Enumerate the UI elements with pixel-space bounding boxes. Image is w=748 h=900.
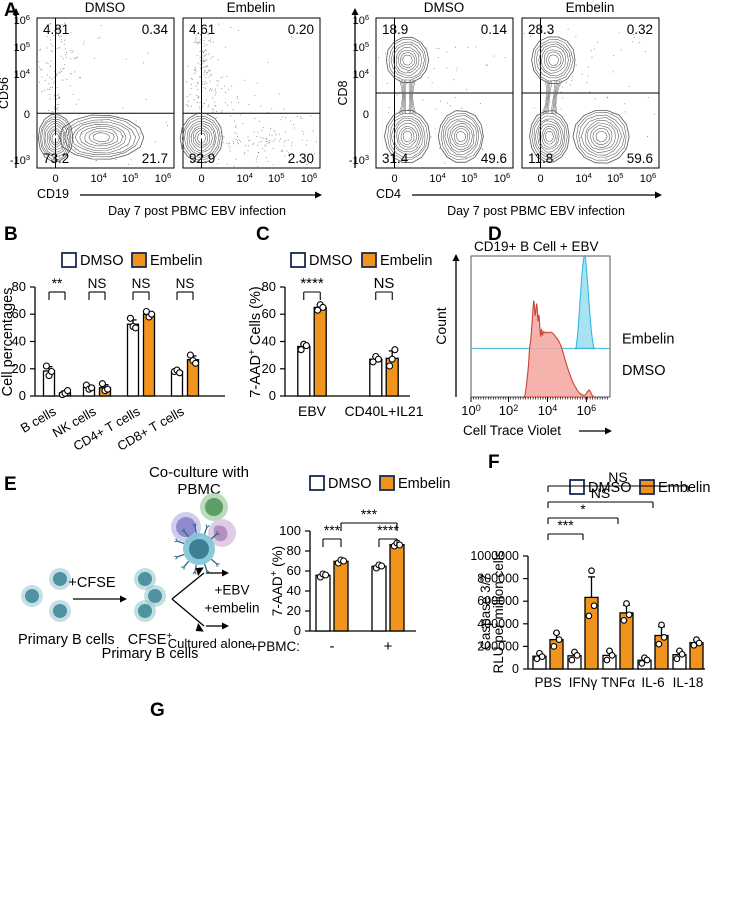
- svg-text:F: F: [488, 452, 500, 473]
- svg-text:IFNγ: IFNγ: [569, 675, 598, 690]
- svg-text:***: ***: [557, 517, 574, 533]
- svg-text:IL-18: IL-18: [673, 675, 704, 690]
- svg-text:IL-6: IL-6: [641, 675, 664, 690]
- svg-text:Embelin: Embelin: [658, 480, 710, 496]
- svg-text:0: 0: [512, 662, 519, 676]
- svg-text:NS: NS: [608, 469, 627, 485]
- svg-text:PBS: PBS: [534, 675, 561, 690]
- svg-text:NS: NS: [591, 485, 610, 501]
- svg-text:TNFα: TNFα: [601, 675, 635, 690]
- svg-text:*: *: [580, 501, 586, 517]
- svg-text:RLU per million cells: RLU per million cells: [491, 550, 506, 673]
